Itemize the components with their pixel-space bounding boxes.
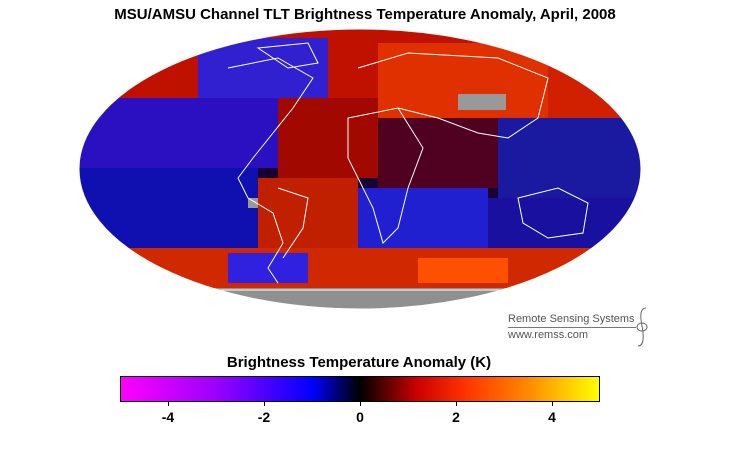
rss-logo-icon: [632, 306, 652, 353]
colorbar-tick-label: -4: [161, 409, 175, 425]
colorbar-tick-label: 4: [548, 409, 556, 425]
colorbar: [120, 376, 600, 402]
credits-url: www.remss.com: [508, 329, 589, 341]
colorbar-tick: [360, 402, 361, 406]
colorbar-tick-label: 2: [452, 409, 460, 425]
colorbar-tick-label: -2: [257, 409, 271, 425]
colorbar-tick: [456, 402, 457, 406]
colorbar-tick: [168, 402, 169, 406]
colorbar-tick-label: 0: [356, 409, 364, 425]
credits: Remote Sensing Systems www.remss.com: [508, 311, 636, 343]
colorbar-title: Brightness Temperature Anomaly (K): [226, 354, 492, 371]
colorbar-tick: [264, 402, 265, 406]
map-title: MSU/AMSU Channel TLT Brightness Temperat…: [114, 6, 616, 23]
colorbar-tick: [552, 402, 553, 406]
anomaly-field: [79, 29, 641, 309]
anomaly-map-svg: [78, 28, 642, 310]
credits-org: Remote Sensing Systems: [508, 313, 635, 325]
anomaly-map: [78, 28, 642, 315]
credits-divider: [508, 327, 636, 328]
